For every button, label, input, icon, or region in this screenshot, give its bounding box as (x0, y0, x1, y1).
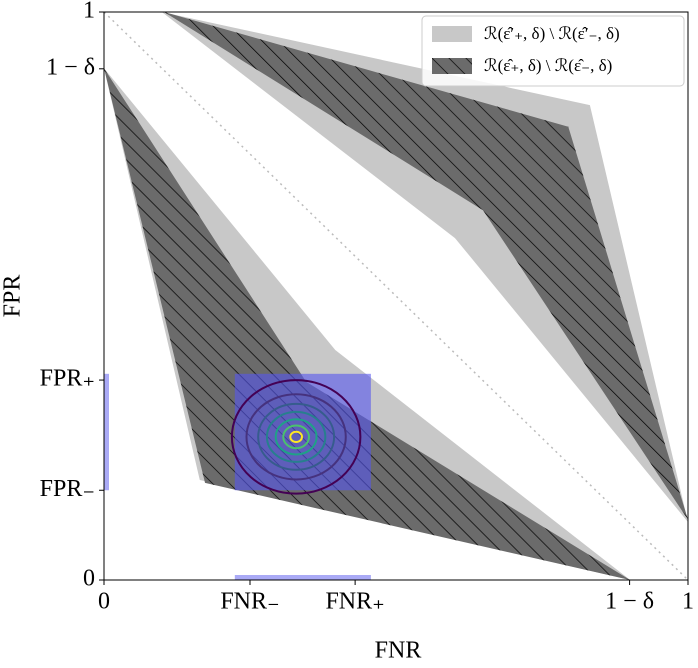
legend-swatch-hatch (432, 58, 472, 74)
x-tick-label: FNR₊ (325, 589, 384, 615)
y-tick-label: 1 (83, 0, 95, 24)
y-interval-bar (104, 373, 109, 491)
y-tick-label: FPR₋ (40, 476, 95, 502)
y-tick-label: 1 − δ (46, 54, 95, 80)
x-interval-bar (234, 575, 371, 580)
confidence-box (234, 373, 371, 491)
legend-box (421, 15, 685, 87)
y-tick-label: FPR₊ (40, 366, 95, 392)
contour (230, 379, 362, 495)
x-tick-label: 0 (98, 589, 110, 615)
contour (289, 430, 303, 443)
contour (282, 424, 310, 450)
contour (257, 402, 336, 471)
x-tick-label: 1 − δ (605, 589, 654, 615)
contour (274, 418, 318, 456)
legend: ℛ(ε̂′₊, δ) \ ℛ(ε̂′₋, δ) ℛ(ε̂₊, δ) \ ℛ(ε̂₋… (421, 15, 685, 87)
legend-label: ℛ(ε̂₊, δ) \ ℛ(ε̂₋, δ) (484, 56, 612, 75)
x-axis-label: FNR (375, 638, 422, 664)
legend-label: ℛ(ε̂′₊, δ) \ ℛ(ε̂′₋, δ) (484, 24, 620, 43)
y-axis-label: FPR (0, 275, 26, 318)
x-tick-label: FNR₋ (220, 589, 279, 615)
legend-swatch (432, 26, 472, 42)
diagonal (104, 12, 688, 580)
x-tick-label: 1 (682, 589, 694, 615)
region-hatch (164, 12, 688, 520)
y-tick-label: 0 (83, 566, 95, 592)
frame (103, 11, 689, 581)
contour (245, 393, 347, 481)
contour (265, 410, 327, 463)
plot-area (104, 12, 688, 580)
